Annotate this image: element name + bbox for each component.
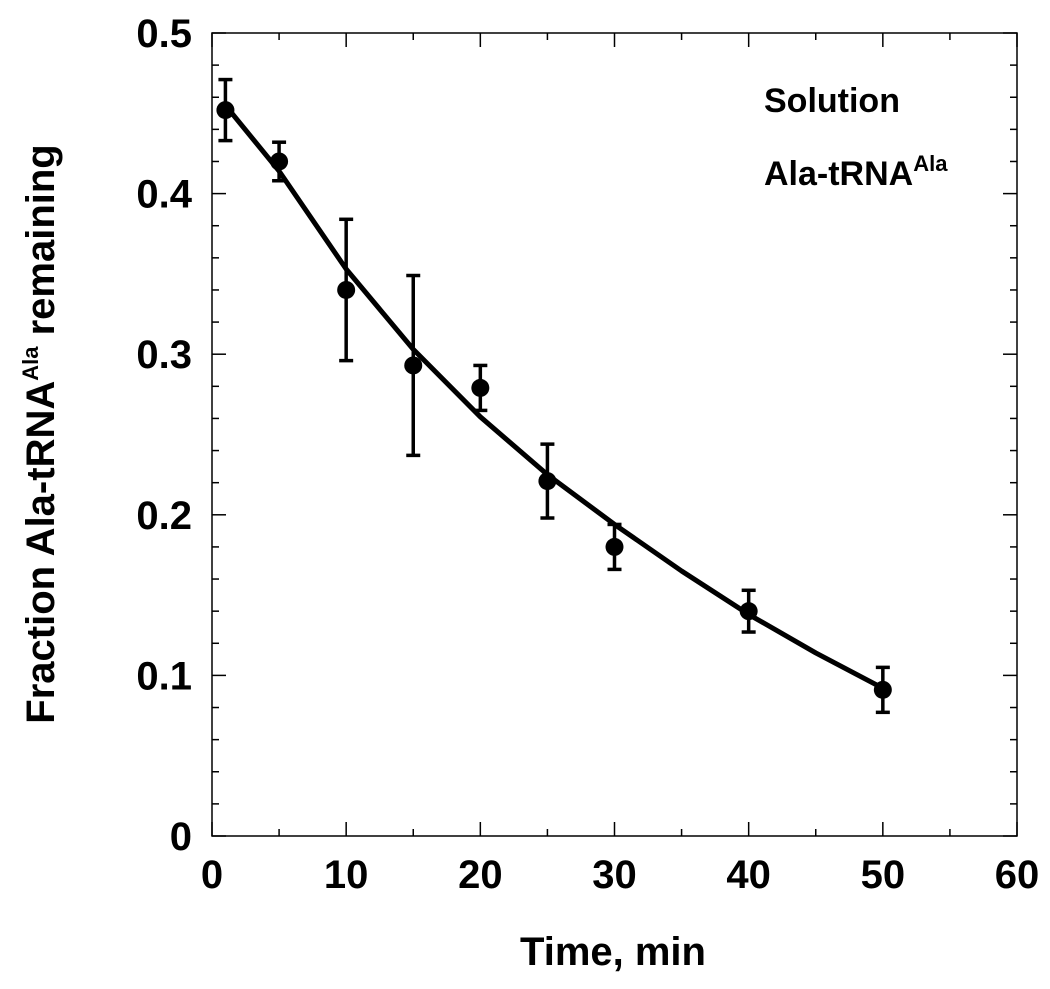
- data-point: [216, 101, 235, 120]
- data-point: [605, 537, 624, 556]
- x-tick-label: 0: [201, 853, 223, 897]
- annotation-species-superscript: Ala: [913, 151, 948, 176]
- plot-area-border: [211, 32, 1018, 837]
- y-tick-label: 0.4: [136, 173, 192, 217]
- annotation-species-base: Ala-tRNA: [764, 155, 913, 193]
- x-tick-label: 10: [324, 853, 369, 897]
- annotation-species: Ala-tRNAAla: [764, 151, 948, 193]
- x-tick-label: 30: [592, 853, 637, 897]
- data-point: [471, 378, 490, 397]
- data-point: [873, 680, 892, 699]
- data-point: [404, 356, 423, 375]
- x-tick-label: 50: [861, 853, 906, 897]
- x-tick-label: 60: [995, 853, 1040, 897]
- data-points: [216, 101, 892, 699]
- x-axis-title: Time, min: [520, 930, 706, 974]
- data-point: [739, 602, 758, 621]
- y-axis-title-superscript: Ala: [18, 346, 43, 381]
- data-point: [337, 280, 356, 299]
- y-axis-title: Fraction Ala-tRNAAla remaining: [18, 144, 63, 723]
- plot-frame: [211, 32, 1018, 837]
- data-point: [538, 472, 557, 491]
- y-tick-label: 0.1: [136, 654, 192, 698]
- y-axis-title-suffix: remaining: [19, 144, 63, 346]
- y-axis-title-prefix: Fraction Ala-tRNA: [19, 381, 63, 724]
- y-tick-label: 0.2: [136, 494, 192, 538]
- data-point: [270, 152, 289, 171]
- y-tick-label: 0.3: [136, 333, 192, 377]
- axis-ticks: [211, 32, 1018, 837]
- x-tick-label: 20: [458, 853, 503, 897]
- annotation-solution: Solution: [764, 82, 900, 120]
- x-tick-label: 40: [726, 853, 771, 897]
- tick-labels: 0 10 20 30 40 50 60 0 0.1 0.2 0.3 0.4 0.5: [136, 12, 1039, 897]
- y-tick-label: 0: [170, 815, 192, 859]
- y-tick-label: 0.5: [136, 12, 192, 56]
